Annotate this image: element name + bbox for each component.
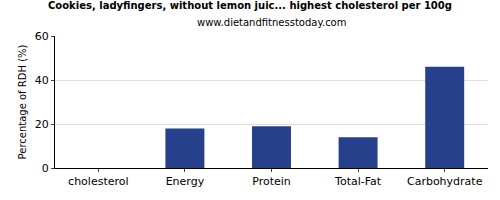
- svg-text:Energy: Energy: [166, 175, 205, 188]
- svg-text:40: 40: [35, 74, 49, 87]
- svg-text:20: 20: [35, 118, 49, 131]
- svg-text:0: 0: [42, 162, 49, 175]
- svg-text:60: 60: [35, 30, 49, 43]
- svg-text:Protein: Protein: [252, 175, 291, 188]
- svg-text:cholesterol: cholesterol: [68, 175, 128, 188]
- svg-text:Total-Fat: Total-Fat: [334, 175, 382, 188]
- svg-text:www.dietandfitnesstoday.com: www.dietandfitnesstoday.com: [197, 17, 346, 28]
- svg-text:Cookies, ladyfingers, without: Cookies, ladyfingers, without lemon juic…: [48, 0, 452, 11]
- svg-text:Carbohydrate: Carbohydrate: [407, 175, 483, 188]
- svg-text:Percentage of RDH (%): Percentage of RDH (%): [17, 44, 28, 159]
